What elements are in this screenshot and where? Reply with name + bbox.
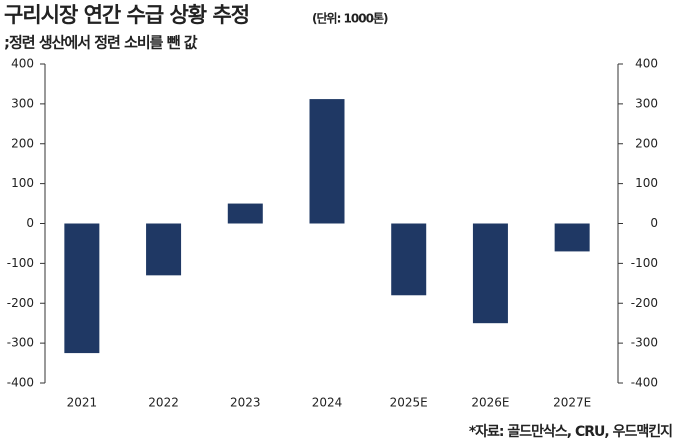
y-tick-label: 200 <box>11 136 34 150</box>
chart-title: 구리시장 연간 수급 상황 추정 <box>4 3 249 27</box>
y-tick-label: 400 <box>11 57 34 71</box>
y-tick-label: 300 <box>11 96 34 110</box>
bar <box>146 223 182 276</box>
x-tick-label: 2027E <box>553 396 591 410</box>
chart-source: *자료: 골드만삭스, CRU, 우드맥킨지 <box>469 423 672 440</box>
x-tick-label: 2026E <box>471 396 509 410</box>
y2-tick-label: -300 <box>631 336 658 350</box>
bar <box>227 203 263 224</box>
y2-tick-label: -400 <box>631 376 658 390</box>
y-tick-label: 0 <box>26 216 34 230</box>
y2-tick-label: 0 <box>650 216 658 230</box>
x-tick-label: 2023 <box>230 396 261 410</box>
y2-tick-label: -200 <box>631 296 658 310</box>
y2-tick-label: 100 <box>635 176 658 190</box>
x-tick-label: 2022 <box>148 396 179 410</box>
y-tick-label: -100 <box>7 256 34 270</box>
y-tick-label: -400 <box>7 376 34 390</box>
y2-tick-label: 200 <box>635 136 658 150</box>
bar <box>391 223 427 296</box>
y-tick-label: 100 <box>11 176 34 190</box>
bar <box>472 223 508 324</box>
y-tick-label: -200 <box>7 296 34 310</box>
x-tick-label: 2024 <box>312 396 343 410</box>
y2-tick-label: 400 <box>635 57 658 71</box>
bar <box>309 99 345 224</box>
y2-tick-label: 300 <box>635 96 658 110</box>
x-tick-label: 2025E <box>390 396 428 410</box>
x-tick-label: 2021 <box>67 396 98 410</box>
chart-unit: (단위: 1000톤) <box>312 11 388 26</box>
bar <box>554 223 590 252</box>
y-tick-label: -300 <box>7 336 34 350</box>
chart-subtitle: ;정련 생산에서 정련 소비를 뺀 값 <box>4 34 198 52</box>
y2-tick-label: -100 <box>631 256 658 270</box>
bar <box>64 223 100 354</box>
